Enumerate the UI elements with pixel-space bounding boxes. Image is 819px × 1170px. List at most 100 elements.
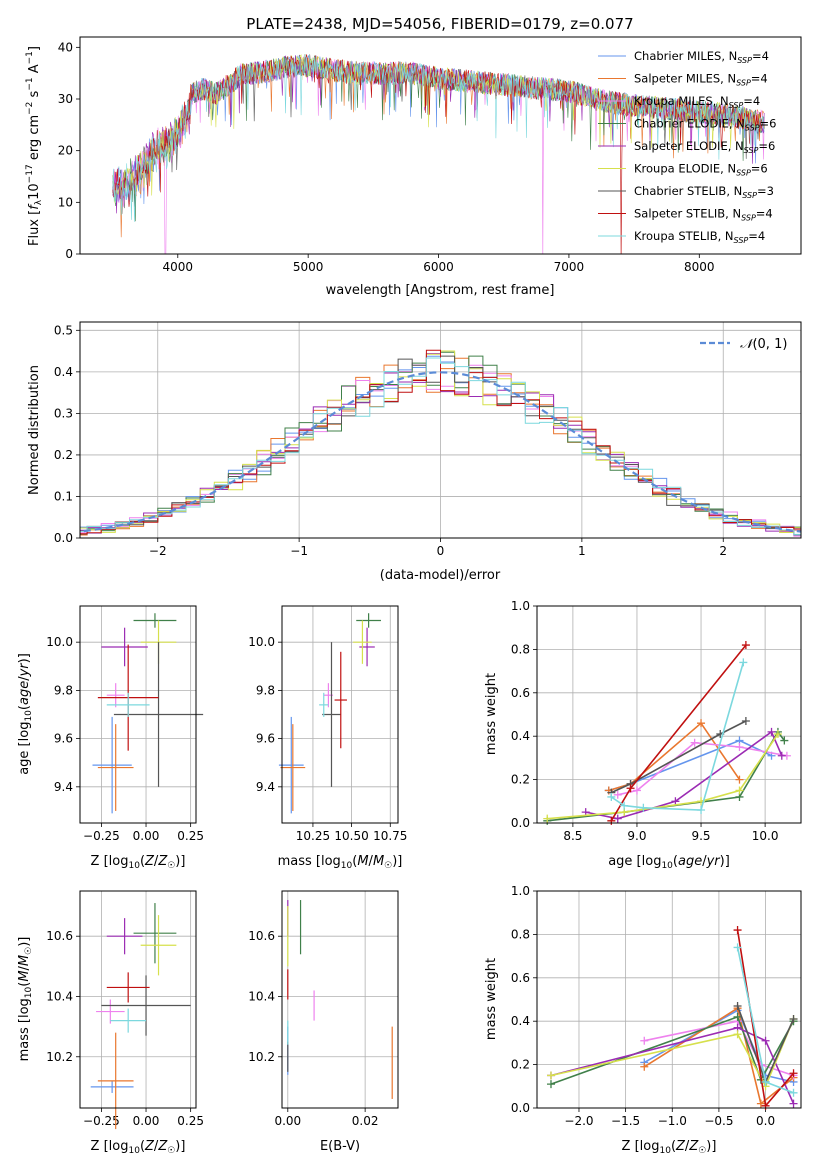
errorbar-point xyxy=(97,724,134,811)
legend-count: =6 xyxy=(758,139,775,153)
legend-subscript: SSP xyxy=(734,236,749,245)
y-tick-label: 0.4 xyxy=(54,365,73,379)
x-tick-label: 0.25 xyxy=(177,1114,204,1128)
legend-count: =6 xyxy=(751,162,768,176)
age-vs-mass-panel: 10.25 10.50 10.75 9.4 9.6 9.8 10.0 mass [log10… xyxy=(248,605,407,871)
hist-steps xyxy=(80,349,801,537)
errorbar-point xyxy=(92,716,132,814)
plus-marker xyxy=(697,805,706,814)
plus-marker xyxy=(735,743,744,752)
residual-histogram-panel: −2 −1 0 1 2 0.0 0.1 0.2 0.3 0.4 0.5 (data-model)/e… xyxy=(27,321,802,583)
spectrum-ylabel: Flux [fλ10−17 erg cm−2 s−1 A−1] xyxy=(25,46,44,246)
x-tick-label: 0.00 xyxy=(133,829,160,843)
x-tick-label: 8.5 xyxy=(563,829,582,843)
legend-label: Salpeter ELODIE, NSSP=6 xyxy=(634,139,775,155)
errorbar-point xyxy=(133,903,177,964)
plus-marker xyxy=(543,814,552,823)
plus-marker xyxy=(739,658,748,667)
y-tick-label: 10.2 xyxy=(46,1050,73,1064)
plus-marker xyxy=(620,801,629,810)
mass-vs-extinction-panel: 0.00 0.02 10.2 10.4 10.6 E(B-V) xyxy=(248,890,399,1154)
massEBV-frame xyxy=(281,890,399,1109)
plus-marker xyxy=(789,1069,798,1078)
x-tick-label: −2.0 xyxy=(564,1114,593,1128)
errorbar-point xyxy=(96,999,125,1024)
y-tick-label: 0.8 xyxy=(511,927,530,941)
y-tick-label: 9.6 xyxy=(256,732,275,746)
legend-label: Salpeter STELIB, NSSP=4 xyxy=(634,207,773,223)
massweight-vs-age-panel: 8.5 9.0 9.5 10.0 0.0 0.2 0.4 0.6 0.8 1.0 age [log… xyxy=(484,599,802,871)
massweight-line xyxy=(610,720,747,794)
errorbar-point xyxy=(322,642,341,787)
errorbar-point xyxy=(319,692,329,717)
y-tick-label: 10 xyxy=(58,195,73,209)
ageM-frame xyxy=(281,605,399,824)
y-tick-label: 9.8 xyxy=(54,683,73,697)
x-tick-label: 10.75 xyxy=(373,829,407,843)
legend-subscript: SSP xyxy=(742,191,757,200)
legend-label: Chabrier ELODIE, NSSP=6 xyxy=(634,117,776,133)
plus-marker xyxy=(613,814,622,823)
errorbar-point xyxy=(353,620,372,664)
legend-count: =4 xyxy=(748,229,765,243)
plus-marker xyxy=(741,641,750,650)
ageM-ticks: 10.25 10.50 10.75 9.4 9.6 9.8 10.0 xyxy=(248,635,407,843)
x-tick-label: 0 xyxy=(437,544,445,558)
hist-xlabel: (data-model)/error xyxy=(380,568,501,583)
x-tick-label: −2 xyxy=(149,544,167,558)
spectrum-ticks: 4000 5000 6000 7000 8000 0 10 20 30 40 xyxy=(58,40,715,274)
y-tick-label: 0.1 xyxy=(54,489,73,503)
plus-marker xyxy=(767,727,776,736)
ageZ-ylabel: age [log10(age/yr)] xyxy=(17,653,34,775)
y-tick-label: 0.2 xyxy=(54,448,73,462)
errorbar-point xyxy=(278,716,304,814)
y-tick-label: 0.0 xyxy=(511,816,530,830)
legend-count: =6 xyxy=(760,117,777,131)
x-tick-label: 0.00 xyxy=(274,1114,301,1128)
legend-label: Chabrier MILES, NSSP=4 xyxy=(634,49,769,65)
massZ-xlabel: Z [log10(Z/Z☉)] xyxy=(91,1139,186,1156)
legend-subscript: SSP xyxy=(737,56,752,65)
x-tick-label: −0.25 xyxy=(83,829,120,843)
plus-marker xyxy=(761,1077,770,1086)
spectrum-lines xyxy=(112,54,765,254)
errorbar-point xyxy=(106,692,150,717)
x-tick-label: 0.0 xyxy=(756,1114,775,1128)
y-tick-label: 0.4 xyxy=(511,729,530,743)
spectrum-legend: Chabrier MILES, NSSP=4 Salpeter MILES, NS… xyxy=(598,49,776,245)
y-tick-label: 30 xyxy=(58,92,73,106)
legend-label: Chabrier STELIB, NSSP=3 xyxy=(634,184,774,200)
legend-subscript: SSP xyxy=(736,169,751,178)
massweight-line xyxy=(550,1015,795,1085)
plus-marker xyxy=(733,943,742,952)
mwAge-grid xyxy=(537,605,801,824)
y-tick-label: 10.0 xyxy=(248,635,275,649)
plus-marker xyxy=(741,717,750,726)
errorbar-point xyxy=(106,683,125,708)
y-tick-label: 0.0 xyxy=(511,1101,530,1115)
plus-marker xyxy=(789,1099,798,1108)
y-tick-label: 0 xyxy=(65,247,73,261)
legend-label: Kroupa MILES, NSSP=4 xyxy=(634,94,760,110)
plus-marker xyxy=(607,792,616,801)
errorbar-point xyxy=(101,975,191,1036)
errorbar-point xyxy=(359,627,375,667)
plus-marker xyxy=(756,1099,765,1108)
legend-subscript: SSP xyxy=(744,146,759,155)
legend-label: Kroupa STELIB, NSSP=4 xyxy=(634,229,765,245)
massEBV-ticks: 0.00 0.02 10.2 10.4 10.6 xyxy=(248,929,378,1128)
legend-count: =3 xyxy=(757,184,774,198)
y-tick-label: 10.0 xyxy=(46,635,73,649)
x-tick-label: 1 xyxy=(578,544,586,558)
spectrum-panel: PLATE=2438, MJD=54056, FIBERID=0179, z=0… xyxy=(25,15,802,298)
ageZ-frame xyxy=(79,605,197,824)
x-tick-label: 0.02 xyxy=(352,1114,379,1128)
massZ-ticks: −0.25 0.00 0.25 10.2 10.4 10.6 xyxy=(46,929,204,1128)
plus-marker xyxy=(640,1036,649,1045)
hist-frame xyxy=(79,321,802,539)
legend-subscript: SSP xyxy=(745,124,760,133)
y-tick-label: 1.0 xyxy=(511,599,530,613)
gaussian-curve xyxy=(80,371,801,533)
y-tick-label: 20 xyxy=(58,144,73,158)
